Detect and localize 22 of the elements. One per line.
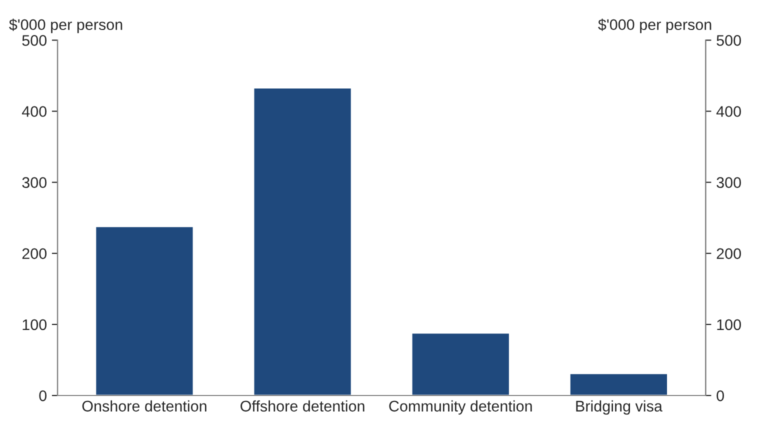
y2-tick-label: 200: [716, 248, 741, 260]
y-tick-label: 500: [22, 35, 47, 46]
y-axis-title: $'000 per person: [9, 18, 122, 34]
x-tick-label: Offshore detention: [240, 400, 364, 412]
y2-tick-label: 500: [716, 35, 741, 46]
bar: [94, 226, 194, 396]
y-tick-label: 200: [22, 248, 47, 260]
y2-tick-label: 100: [717, 319, 741, 330]
y-tick-label: 300: [22, 177, 47, 188]
x-tick-label: Community detention: [389, 400, 532, 415]
x-tick-label: Onshore detention: [82, 400, 206, 412]
bar: [410, 332, 510, 396]
x-tick-label: Bridging visa: [576, 400, 662, 415]
y-tick-label: 100: [22, 319, 47, 330]
bar: [569, 372, 668, 396]
y2-tick-label: 300: [716, 177, 741, 188]
bar: [252, 87, 352, 396]
y2-tick-label: 400: [716, 106, 741, 117]
y-tick-label: 0: [39, 390, 47, 402]
y2-axis-title: $'000 per person: [598, 18, 712, 34]
y2-tick-label: 0: [716, 390, 724, 402]
y-tick-label: 400: [22, 106, 47, 117]
